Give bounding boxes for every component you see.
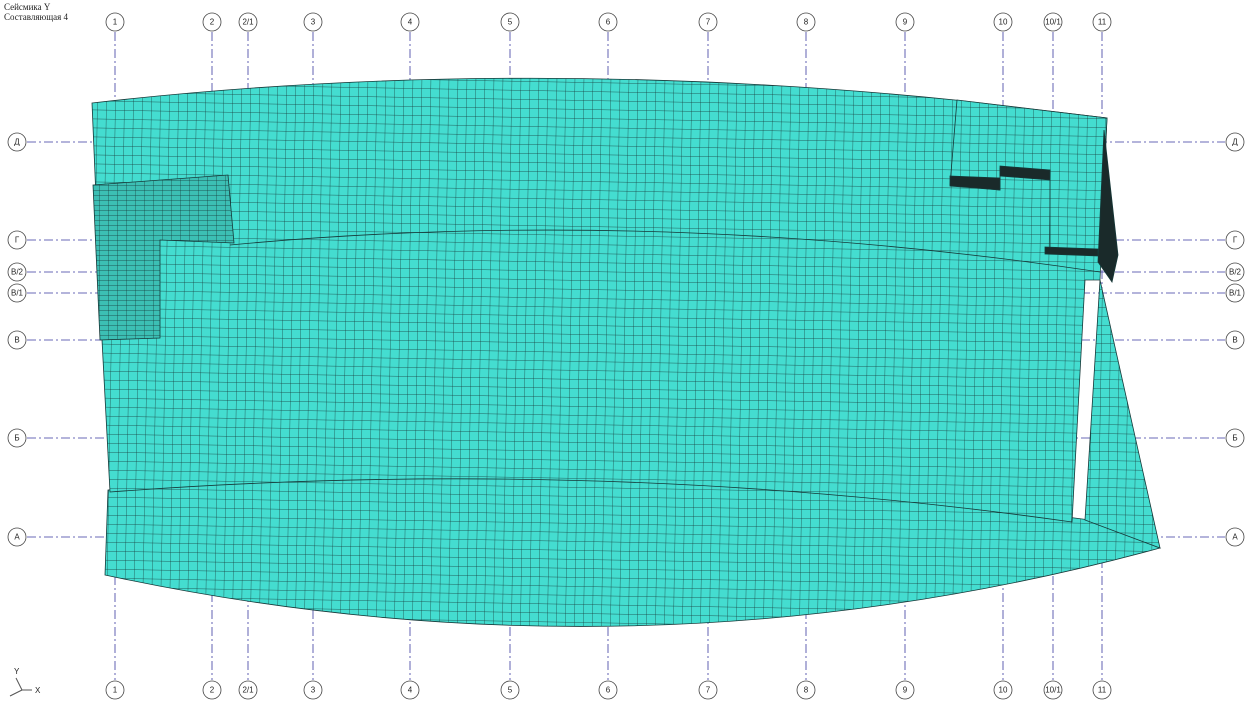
- column-axis-bottom-label: 6: [606, 686, 611, 695]
- column-axis-bottom-label: 7: [706, 686, 711, 695]
- column-axis-bottom-label: 5: [508, 686, 513, 695]
- column-axis-top-label: 9: [903, 18, 908, 27]
- column-axis-bottom-label: 2: [210, 686, 215, 695]
- row-axis-right-label: Г: [1233, 236, 1238, 245]
- column-axis-top-label: 10/1: [1045, 18, 1061, 27]
- column-axis-bottom-label: 9: [903, 686, 908, 695]
- row-axis-left-label: В/2: [11, 268, 24, 277]
- row-axis-right-label: А: [1232, 533, 1238, 542]
- column-axis-bottom-label: 1: [113, 686, 118, 695]
- row-axis-left-label: В: [14, 336, 19, 345]
- mesh: [92, 78, 1160, 626]
- row-axis-right-label: В: [1232, 336, 1237, 345]
- axis-triad: [10, 678, 32, 696]
- column-axis-top-label: 5: [508, 18, 513, 27]
- column-axis-top-label: 6: [606, 18, 611, 27]
- row-axis-left-label: А: [14, 533, 20, 542]
- row-axis-left-label: Д: [14, 138, 20, 147]
- row-axis-right-label: Д: [1232, 138, 1238, 147]
- column-axis-top-label: 1: [113, 18, 118, 27]
- column-axis-bottom-label: 8: [804, 686, 809, 695]
- column-axis-bottom-label: 10: [999, 686, 1008, 695]
- model-view: Сейсмика Y Составляющая 4 11222/12/13344…: [0, 0, 1253, 708]
- header-subtitle: Составляющая 4: [4, 12, 69, 22]
- column-axis-top-label: 10: [999, 18, 1008, 27]
- column-axis-top-label: 2: [210, 18, 215, 27]
- row-axis-right-label: В/1: [1229, 289, 1242, 298]
- row-axis-left-label: Г: [15, 236, 20, 245]
- right-wing: [1085, 280, 1160, 548]
- row-axis-right-label: В/2: [1229, 268, 1242, 277]
- triad-x: X: [35, 686, 41, 695]
- row-axis-left-label: Б: [14, 434, 19, 443]
- column-axis-bottom-label: 4: [408, 686, 413, 695]
- triad-y: Y: [14, 667, 20, 676]
- row-axis-right-label: Б: [1232, 434, 1237, 443]
- header-title: Сейсмика Y: [4, 2, 51, 12]
- column-axis-top-label: 3: [311, 18, 316, 27]
- column-axis-bottom-label: 3: [311, 686, 316, 695]
- column-axis-top-label: 4: [408, 18, 413, 27]
- row-axis-left-label: В/1: [11, 289, 24, 298]
- column-axis-bottom-label: 11: [1098, 686, 1107, 695]
- column-axis-top-label: 8: [804, 18, 809, 27]
- column-axis-top-label: 7: [706, 18, 711, 27]
- column-axis-top-label: 2/1: [242, 18, 254, 27]
- column-axis-bottom-label: 10/1: [1045, 686, 1061, 695]
- column-axis-top-label: 11: [1098, 18, 1107, 27]
- column-axis-bottom-label: 2/1: [242, 686, 254, 695]
- page: {"header": {"line1": "Сейсмика Y", "line…: [0, 0, 1253, 708]
